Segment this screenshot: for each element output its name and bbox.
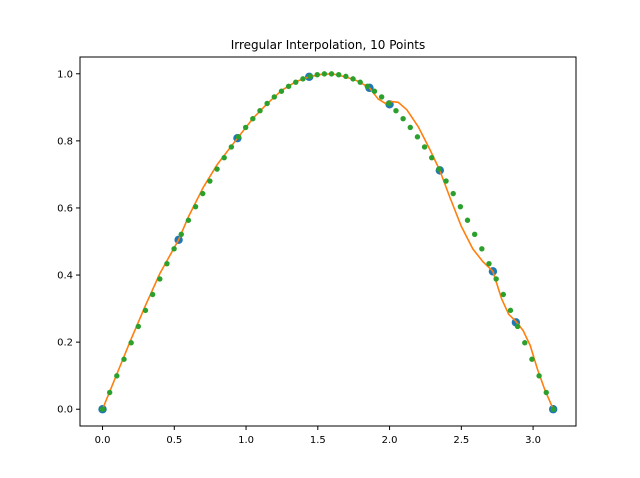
reference-dot xyxy=(142,307,149,314)
reference-dot xyxy=(457,203,464,210)
axes-frame xyxy=(79,56,577,427)
reference-dot xyxy=(514,323,521,330)
y-tick-label: 1.0 xyxy=(57,69,73,80)
reference-dot xyxy=(529,356,535,362)
reference-dot xyxy=(293,79,299,85)
reference-dot xyxy=(221,155,227,161)
reference-dot xyxy=(114,373,120,379)
reference-dot xyxy=(429,155,435,161)
reference-dot xyxy=(371,88,378,94)
interpolation-line xyxy=(101,72,554,410)
reference-dot xyxy=(157,276,163,282)
reference-dot xyxy=(522,340,528,346)
reference-dot xyxy=(436,166,442,172)
reference-dot xyxy=(350,76,356,82)
reference-dot xyxy=(343,73,349,80)
y-axis: 0.0 0.2 0.4 0.6 0.8 1.0 xyxy=(57,69,80,416)
x-tick-label: 3.0 xyxy=(525,435,541,446)
reference-dot xyxy=(500,291,507,298)
reference-dot xyxy=(271,94,277,100)
reference-dot xyxy=(235,134,242,140)
reference-dot xyxy=(307,73,313,80)
reference-dot xyxy=(242,124,249,131)
x-axis: 0.0 0.5 1.0 1.5 2.0 2.5 3.0 xyxy=(95,426,541,446)
reference-dot xyxy=(149,291,156,298)
x-tick-label: 1.0 xyxy=(238,435,254,446)
y-tick-label: 0.8 xyxy=(57,136,73,147)
x-tick-label: 0.5 xyxy=(166,435,182,446)
reference-dot xyxy=(378,94,385,100)
reference-dot xyxy=(264,100,270,107)
y-tick-label: 0.2 xyxy=(57,338,73,349)
y-tick-label: 0.4 xyxy=(57,271,73,282)
reference-dot xyxy=(285,83,292,90)
reference-dot xyxy=(414,134,421,140)
reference-dot xyxy=(357,79,363,85)
chart-title: Irregular Interpolation, 10 Points xyxy=(231,38,426,52)
reference-dot xyxy=(364,83,371,90)
x-tick-label: 1.5 xyxy=(310,435,326,446)
reference-dot xyxy=(443,178,449,184)
reference-dot xyxy=(493,276,499,282)
reference-dot xyxy=(336,72,342,78)
x-tick-label: 2.0 xyxy=(382,435,398,446)
reference-dot xyxy=(164,260,170,267)
reference-dot xyxy=(200,190,206,197)
reference-dot xyxy=(507,307,514,314)
reference-dot xyxy=(407,124,413,131)
reference-dot xyxy=(214,166,220,172)
reference-dot xyxy=(135,323,142,330)
reference-dot xyxy=(278,88,285,94)
reference-dot xyxy=(228,144,235,150)
reference-dot xyxy=(128,340,134,346)
reference-dot xyxy=(257,108,263,114)
reference-dot xyxy=(536,373,542,379)
reference-dot xyxy=(185,217,192,223)
reference-dot xyxy=(99,406,106,412)
reference-dot xyxy=(207,178,213,184)
reference-dot xyxy=(400,116,406,122)
reference-dot xyxy=(250,116,256,122)
reference-dot xyxy=(328,71,335,77)
y-tick-label: 0.0 xyxy=(57,405,73,416)
reference-dot xyxy=(171,246,177,252)
reference-dot xyxy=(471,231,478,238)
y-tick-label: 0.6 xyxy=(57,203,73,214)
reference-dot xyxy=(421,144,428,150)
reference-dot xyxy=(479,246,485,252)
reference-dot xyxy=(106,389,113,396)
reference-dot xyxy=(550,406,557,412)
reference-dot xyxy=(192,203,199,210)
x-tick-label: 0.0 xyxy=(95,435,111,446)
reference-dot xyxy=(178,231,184,238)
reference-dot xyxy=(450,190,456,197)
reference-dot xyxy=(393,108,399,114)
reference-dot xyxy=(386,100,392,107)
reference-dot xyxy=(314,72,320,78)
plot-layer xyxy=(98,71,558,414)
reference-dot xyxy=(321,71,328,77)
reference-dot xyxy=(486,260,492,267)
reference-dot xyxy=(543,389,549,396)
reference-dot xyxy=(464,217,471,223)
x-tick-label: 2.5 xyxy=(453,435,469,446)
reference-dot xyxy=(300,76,306,82)
reference-dot xyxy=(121,356,127,362)
